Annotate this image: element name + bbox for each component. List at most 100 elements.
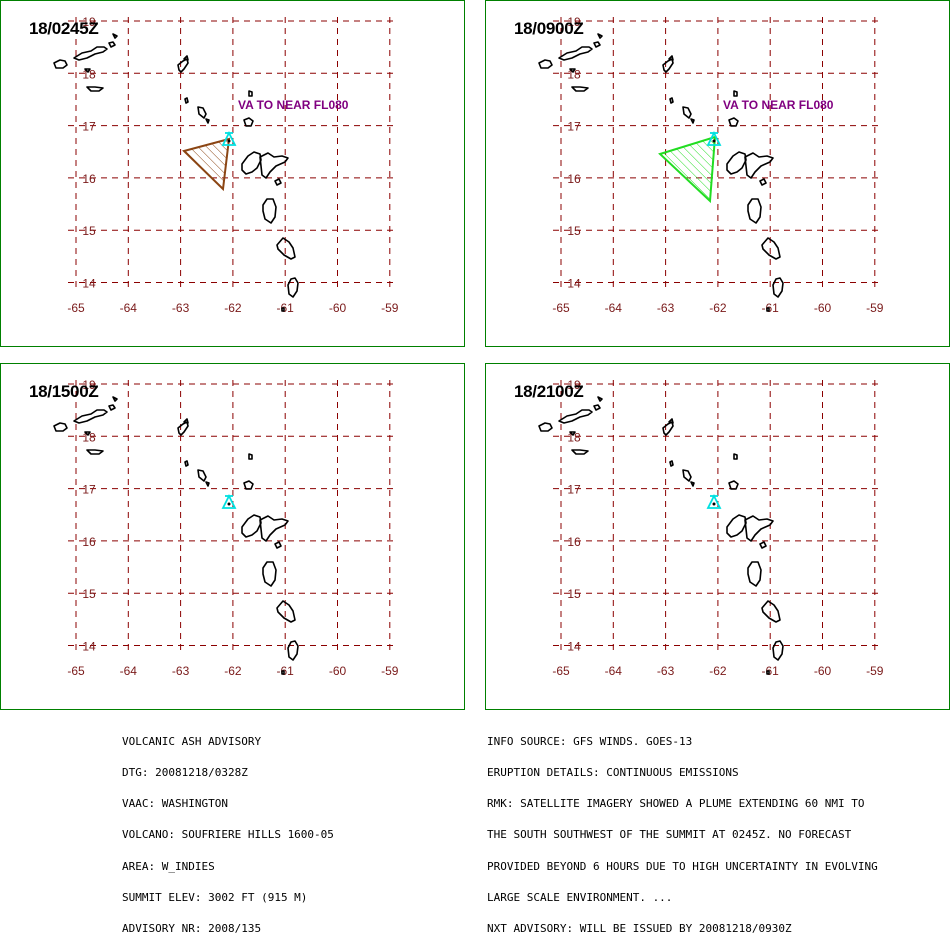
advisory-line: SUMMIT ELEV: 3002 FT (915 M)	[122, 890, 308, 904]
coastlines	[53, 33, 299, 312]
longitude-label: -61	[762, 301, 780, 315]
map-panel-4: -65 -64 -63 -62 -61 -60 -59 19 18 17 16 15 14 18/210…	[485, 363, 950, 710]
island-outline	[274, 541, 282, 549]
island-outline	[726, 151, 747, 175]
island-outline	[759, 541, 767, 549]
island-outline	[184, 460, 189, 467]
latitude-label: 19	[567, 378, 581, 392]
longitude-label: -59	[381, 301, 399, 315]
island-outline	[274, 178, 282, 186]
latitude-label: 17	[567, 120, 581, 134]
latitude-label: 14	[567, 640, 581, 654]
island-outline	[761, 237, 781, 260]
island-outline	[84, 431, 91, 436]
island-outline	[682, 469, 692, 482]
longitude-label: -62	[709, 301, 727, 315]
longitude-label: -63	[172, 301, 190, 315]
longitude-label: -65	[67, 664, 85, 678]
island-outline	[733, 90, 738, 97]
island-outline	[728, 480, 739, 490]
island-outline	[276, 600, 296, 623]
map-panel-1: -65 -64 -63 -62 -61 -60 -59 19 18 17 16 15 14 VA TO N…	[0, 0, 465, 347]
latitude-label: 16	[82, 172, 96, 186]
latitude-label: 19	[82, 15, 96, 29]
island-outline	[759, 178, 767, 186]
longitude-label: -64	[605, 301, 623, 315]
longitude-label: -65	[552, 301, 570, 315]
advisory-line: VOLCANIC ASH ADVISORY	[122, 734, 262, 748]
volcano-icon	[221, 130, 237, 146]
island-outline	[248, 453, 253, 460]
island-outline	[690, 118, 695, 124]
island-outline	[772, 277, 784, 298]
island-outline	[538, 422, 553, 432]
island-outline	[259, 515, 289, 542]
map-panel-2: -65 -64 -63 -62 -61 -60 -59 19 18 17 16 15 14 VA TO N…	[485, 0, 950, 347]
advisory-line: VOLCANO: SOUFRIERE HILLS 1600-05	[122, 828, 334, 842]
advisory-line: RMK: SATELLITE IMAGERY SHOWED A PLUME EX…	[487, 797, 865, 811]
panel-valid-time: 18/2100Z	[514, 382, 584, 401]
island-outline	[571, 86, 589, 92]
longitude-label: -63	[657, 301, 675, 315]
island-outline	[205, 481, 210, 487]
latitude-label: 15	[82, 224, 96, 238]
longitude-label: -61	[277, 664, 295, 678]
latitude-label: 17	[567, 483, 581, 497]
island-outline	[766, 670, 770, 675]
island-outline	[108, 404, 116, 411]
advisory-line: ERUPTION DETAILS: CONTINUOUS EMISSIONS	[487, 766, 739, 780]
island-outline	[682, 106, 692, 119]
longitude-label: -64	[605, 664, 623, 678]
latitude-label: 16	[567, 172, 581, 186]
island-outline	[668, 418, 674, 424]
panel-valid-time: 18/0900Z	[514, 19, 584, 38]
island-outline	[593, 41, 601, 48]
longitude-label: -65	[67, 301, 85, 315]
longitude-label: -60	[814, 301, 832, 315]
longitude-label: -61	[277, 301, 295, 315]
longitude-label: -59	[381, 664, 399, 678]
advisory-line: VAAC: WASHINGTON	[122, 797, 228, 811]
island-outline	[241, 151, 262, 175]
lat-lon-grid	[68, 380, 396, 655]
island-outline	[761, 600, 781, 623]
island-outline	[747, 561, 762, 587]
latitude-label: 16	[567, 535, 581, 549]
longitude-label: -60	[814, 664, 832, 678]
island-outline	[690, 481, 695, 487]
island-outline	[184, 97, 189, 104]
island-outline	[197, 469, 207, 482]
island-outline	[112, 33, 118, 39]
advisory-line: ADVISORY NR: 2008/135	[122, 922, 262, 936]
island-outline	[281, 307, 285, 312]
advisory-line: THE SOUTH SOUTHWEST OF THE SUMMIT AT 024…	[487, 828, 852, 842]
island-outline	[248, 90, 253, 97]
island-outline	[662, 58, 674, 73]
island-outline	[259, 152, 289, 179]
island-outline	[86, 449, 104, 455]
island-outline	[73, 46, 108, 61]
island-outline	[112, 396, 118, 402]
longitude-label: -62	[224, 301, 242, 315]
latitude-label: 14	[82, 640, 96, 654]
latitude-label: 16	[82, 535, 96, 549]
advisory-line: NXT ADVISORY: WILL BE ISSUED BY 20081218…	[487, 922, 792, 936]
coastlines	[538, 33, 784, 312]
island-outline	[53, 422, 68, 432]
island-outline	[593, 404, 601, 411]
coastlines	[53, 396, 299, 675]
island-outline	[558, 46, 593, 61]
island-outline	[569, 431, 576, 436]
island-outline	[538, 59, 553, 69]
advisory-line: INFO SOURCE: GFS WINDS. GOES-13	[487, 734, 693, 748]
coastlines	[538, 396, 784, 675]
island-outline	[772, 640, 784, 661]
latitude-label: 14	[567, 277, 581, 291]
island-outline	[262, 561, 277, 587]
advisory-line: PROVIDED BEYOND 6 HOURS DUE TO HIGH UNCE…	[487, 859, 878, 873]
latitude-label: 19	[567, 15, 581, 29]
latitude-label: 17	[82, 483, 96, 497]
island-outline	[558, 409, 593, 424]
